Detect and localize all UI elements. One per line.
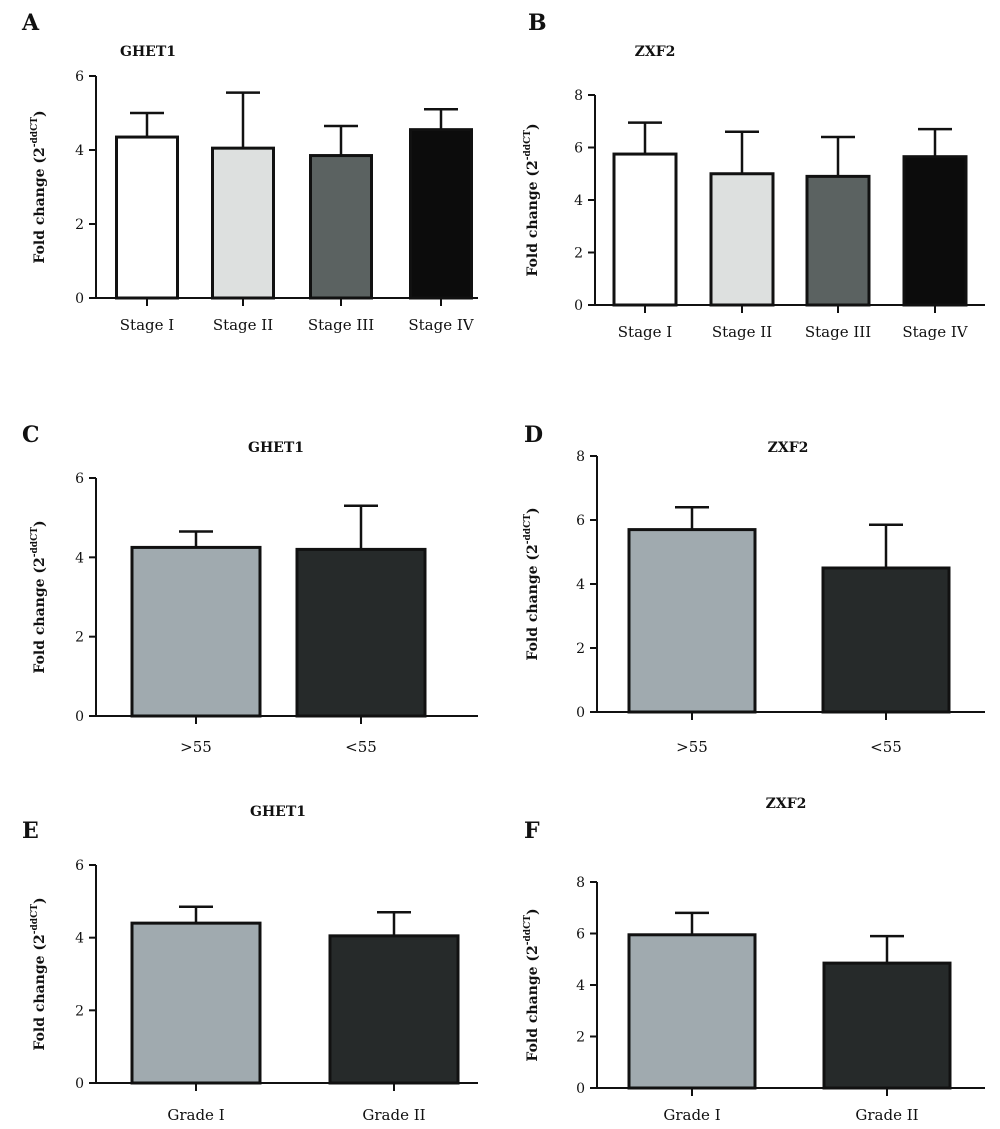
bar-a-0 — [115, 135, 179, 300]
y-tick-label-b-2: 4 — [574, 193, 583, 209]
panel-e: E GHET1 0 2 4 6 Fold change (2-ddCT) Grade I Gra… — [22, 804, 478, 1124]
category-label-b-3: Stage IV — [902, 323, 968, 341]
y-tick-label-c-0: 0 — [75, 709, 84, 725]
y-axis-label-b: Fold change (2-ddCT) — [523, 123, 541, 276]
panel-letter-d: D — [524, 422, 543, 448]
bar-b-1 — [709, 172, 775, 307]
y-tick-label-f-2: 4 — [576, 978, 585, 994]
y-axis-label-f: Fold change (2-ddCT) — [523, 908, 541, 1061]
y-tick-label-b-0: 0 — [574, 298, 583, 314]
y-axis-label-e: Fold change (2-ddCT) — [30, 897, 48, 1050]
category-label-c-1: <55 — [345, 738, 377, 756]
bar-b-2 — [805, 174, 871, 307]
category-label-f-0: Grade I — [663, 1106, 720, 1124]
y-tick-label-f-1: 2 — [576, 1030, 585, 1046]
y-tick-label-b-3: 6 — [574, 141, 583, 157]
y-tick-label-e-3: 6 — [75, 858, 84, 874]
category-label-b-1: Stage II — [712, 323, 772, 341]
bar-c-0 — [130, 545, 262, 718]
bar-a-3 — [409, 128, 473, 300]
y-tick-label-f-0: 0 — [576, 1081, 585, 1097]
bar-a-2 — [309, 154, 373, 300]
panel-letter-a: A — [21, 10, 40, 36]
y-tick-label-a-1: 2 — [75, 217, 84, 233]
category-label-b-0: Stage I — [618, 323, 672, 341]
chart-title-e: GHET1 — [250, 804, 306, 820]
y-tick-label-b-4: 8 — [574, 88, 583, 104]
y-tick-label-a-0: 0 — [75, 291, 84, 307]
bar-f-1 — [822, 961, 952, 1090]
y-tick-label-e-1: 2 — [75, 1003, 84, 1019]
panel-f: F ZXF2 0 2 4 6 8 Fold change (2-ddCT) Grade I Gra… — [523, 796, 985, 1124]
y-tick-label-a-3: 6 — [75, 69, 84, 85]
panel-b: B ZXF2 0 2 4 6 8 Fold change (2-ddCT) Stage I Sta… — [523, 10, 985, 341]
bar-e-1 — [328, 934, 460, 1085]
chart-title-d: ZXF2 — [768, 440, 809, 456]
y-tick-label-d-1: 2 — [576, 641, 585, 657]
bar-d-0 — [627, 528, 757, 714]
category-label-f-1: Grade II — [855, 1106, 918, 1124]
bar-b-0 — [612, 152, 678, 307]
y-axis-label-c: Fold change (2-ddCT) — [30, 520, 48, 673]
y-tick-label-f-4: 8 — [576, 875, 585, 891]
panel-letter-c: C — [22, 422, 40, 448]
category-label-a-3: Stage IV — [408, 316, 474, 334]
y-tick-label-d-3: 6 — [576, 513, 585, 529]
y-tick-label-c-1: 2 — [75, 630, 84, 646]
y-tick-label-e-2: 4 — [75, 931, 84, 947]
bar-d-1 — [821, 566, 951, 714]
panel-a: A GHET1 0 2 4 6 Fold change (2-ddCT) Stage I Sta… — [21, 10, 478, 334]
y-tick-label-d-4: 8 — [576, 449, 585, 465]
category-label-d-0: >55 — [676, 738, 708, 756]
chart-title-a: GHET1 — [120, 44, 176, 60]
y-tick-label-c-3: 6 — [75, 471, 84, 487]
category-label-e-0: Grade I — [167, 1106, 224, 1124]
bar-f-0 — [627, 933, 757, 1090]
category-label-a-1: Stage II — [213, 316, 273, 334]
category-label-c-0: >55 — [180, 738, 212, 756]
panel-c: C GHET1 0 2 4 6 Fold change (2-ddCT) >55 <55 — [22, 422, 478, 756]
y-tick-label-c-2: 4 — [75, 550, 84, 566]
y-axis-label-a: Fold change (2-ddCT) — [30, 110, 48, 263]
bar-b-3 — [902, 155, 968, 307]
bar-c-1 — [295, 547, 427, 718]
panel-letter-f: F — [524, 818, 540, 844]
panel-letter-b: B — [528, 10, 547, 36]
category-label-d-1: <55 — [870, 738, 902, 756]
category-label-a-2: Stage III — [308, 316, 374, 334]
y-tick-label-b-1: 2 — [574, 246, 583, 262]
y-axis-label-d: Fold change (2-ddCT) — [523, 507, 541, 660]
chart-title-c: GHET1 — [248, 440, 304, 456]
y-tick-label-d-2: 4 — [576, 577, 585, 593]
chart-title-b: ZXF2 — [635, 44, 676, 60]
category-label-a-0: Stage I — [120, 316, 174, 334]
category-label-e-1: Grade II — [362, 1106, 425, 1124]
chart-title-f: ZXF2 — [766, 796, 807, 812]
y-tick-label-e-0: 0 — [75, 1076, 84, 1092]
panel-letter-e: E — [22, 818, 39, 844]
bar-a-1 — [211, 146, 275, 300]
bar-e-0 — [130, 921, 262, 1085]
y-tick-label-f-3: 6 — [576, 927, 585, 943]
y-tick-label-d-0: 0 — [576, 705, 585, 721]
panel-d: D ZXF2 0 2 4 6 8 Fold change (2-ddCT) >55 <55 — [523, 422, 985, 756]
y-tick-label-a-2: 4 — [75, 143, 84, 159]
category-label-b-2: Stage III — [805, 323, 871, 341]
